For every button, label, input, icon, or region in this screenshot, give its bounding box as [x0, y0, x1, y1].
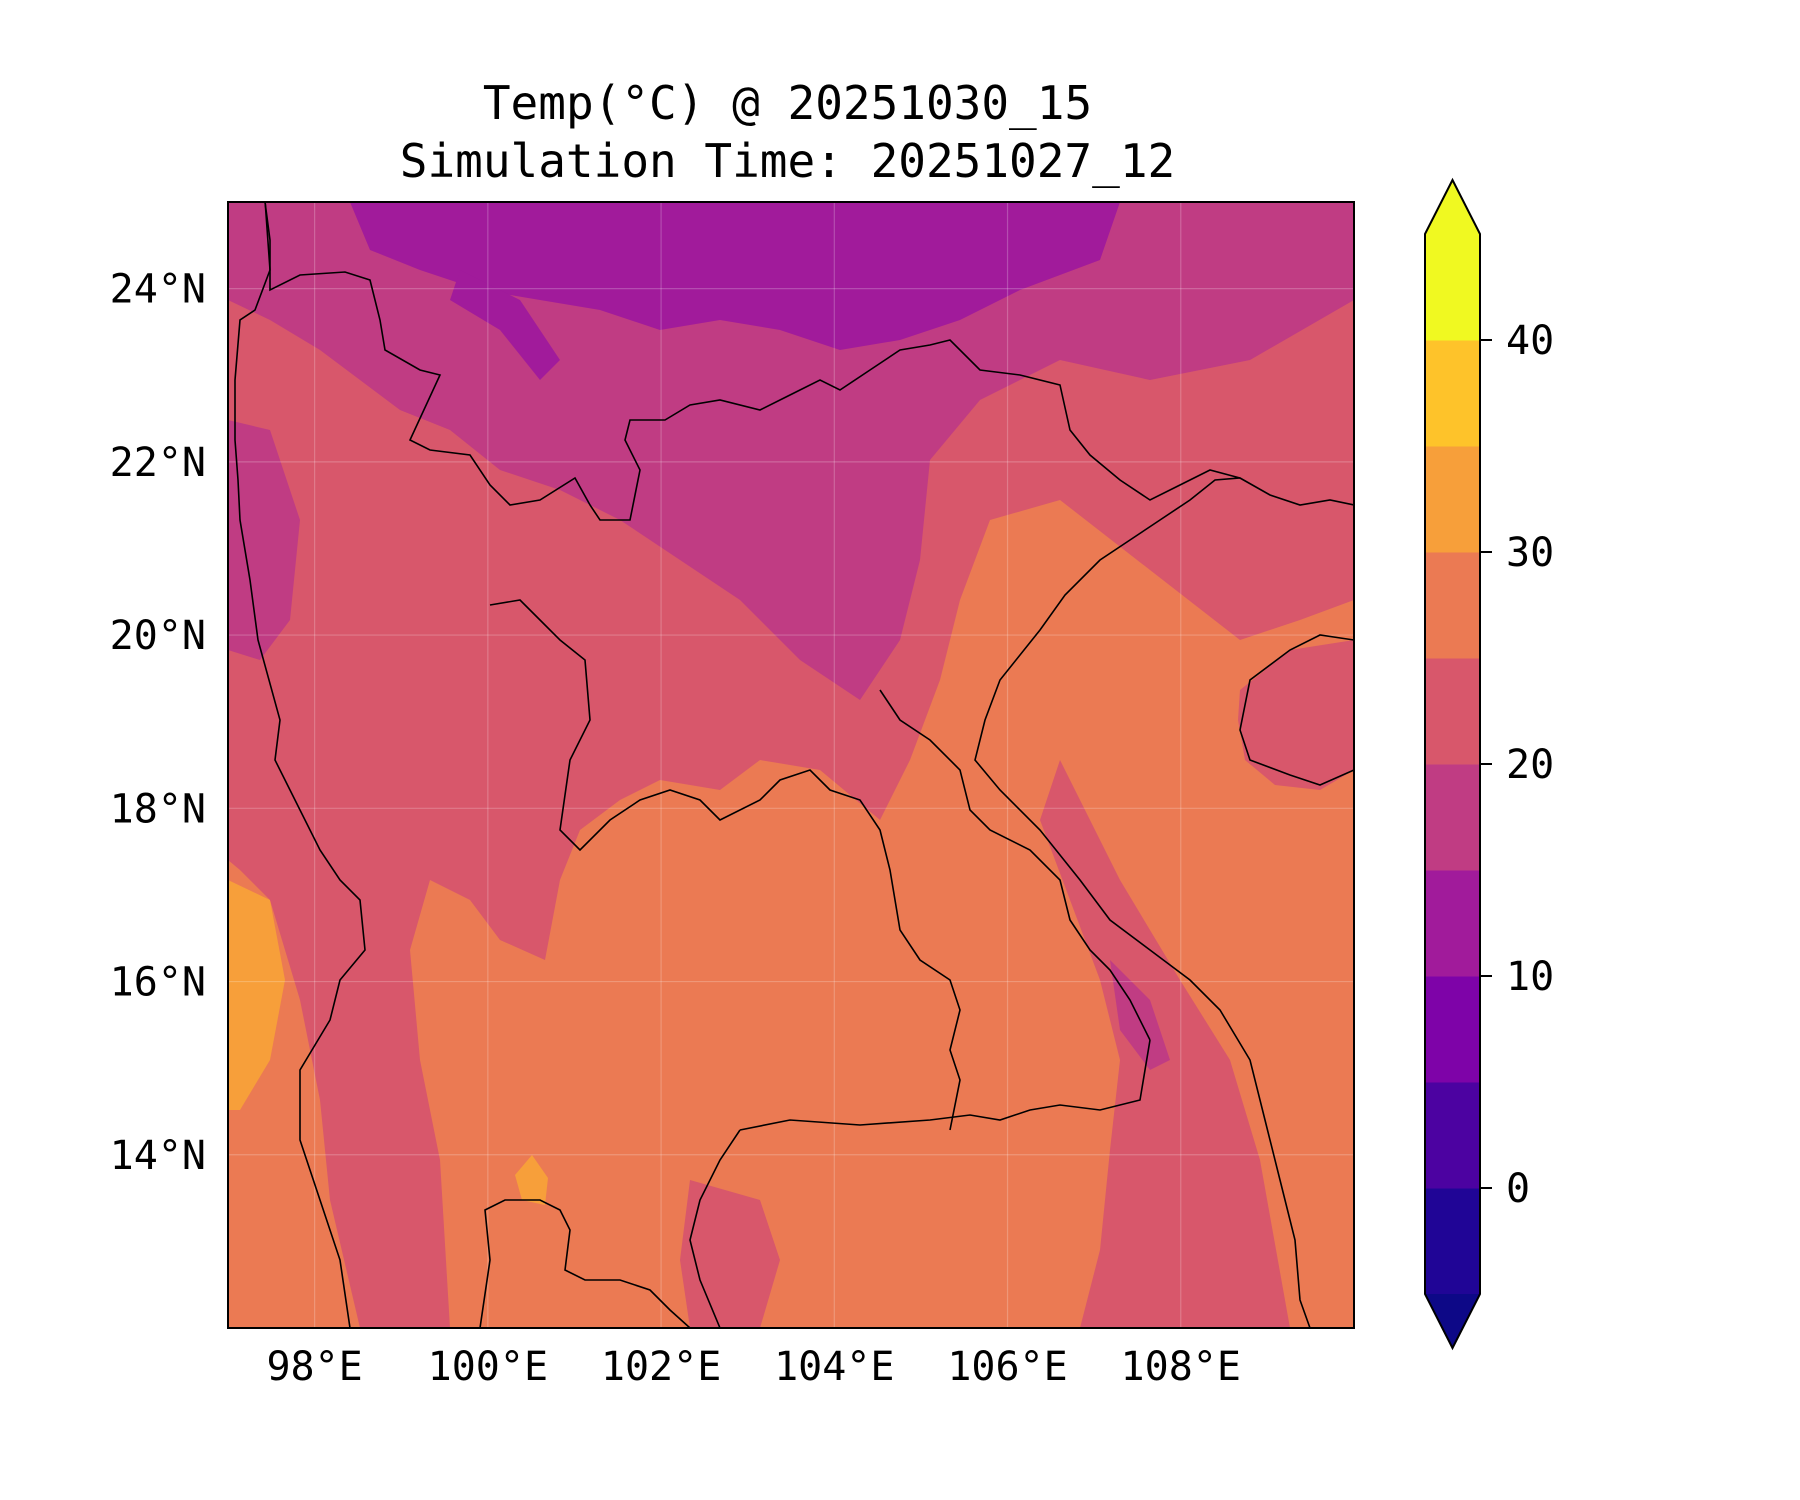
colorbar-band — [1425, 446, 1480, 553]
colorbar-band — [1425, 552, 1480, 659]
border-laos-vietnam — [879, 689, 1151, 1041]
field-andaman — [228, 880, 285, 1110]
colorbar-extend-max — [1425, 180, 1480, 234]
title-line-1: Temp(°C) @ 20251030_15 — [482, 76, 1093, 130]
map-frame — [227, 201, 1355, 1329]
map-boundaries — [234, 202, 1354, 1328]
y-tick-label: 22°N — [110, 440, 206, 486]
map-title: Temp(°C) @ 20251030_15 Simulation Time: … — [0, 74, 1575, 190]
colorbar-band — [1425, 658, 1480, 765]
border-myanmar-thailand — [234, 202, 366, 1328]
border-china — [264, 202, 1241, 521]
x-tick-label: 98°E — [266, 1344, 362, 1390]
colorbar-extend-min — [1425, 1294, 1480, 1348]
colorbar: 0 10 20 30 40 — [1424, 177, 1554, 1351]
field-annamite — [1040, 760, 1290, 1328]
y-tick-label: 20°N — [110, 613, 206, 659]
title-line-2: Simulation Time: 20251027_12 — [399, 134, 1176, 188]
border-cambodia — [689, 1039, 1151, 1328]
y-tick-label: 18°N — [110, 786, 206, 832]
coastline-vietnam — [974, 477, 1354, 1328]
y-axis: 14°N 16°N 18°N 20°N 22°N 24°N — [110, 267, 206, 1179]
colorbar-tick-label: 20 — [1506, 742, 1554, 788]
border-laos-thailand — [489, 599, 961, 1131]
field-cool-west — [228, 420, 300, 660]
temperature-map — [228, 202, 1354, 1328]
x-tick-label: 100°E — [428, 1344, 548, 1390]
field-mid — [228, 202, 1354, 1328]
colorbar-band — [1425, 1082, 1480, 1189]
y-tick-label: 16°N — [110, 960, 206, 1006]
field-cold — [350, 202, 1120, 350]
y-tick-label: 24°N — [110, 267, 206, 313]
x-tick-label: 104°E — [774, 1344, 894, 1390]
colorbar-band — [1425, 340, 1480, 447]
coastline-gulf — [479, 1199, 691, 1328]
x-tick-label: 102°E — [601, 1344, 721, 1390]
colorbar-band — [1425, 234, 1480, 341]
gridlines — [228, 202, 1354, 1328]
field-gulf-spot — [515, 1155, 548, 1205]
colorbar-band — [1425, 870, 1480, 977]
colorbar-band — [1425, 1188, 1480, 1295]
colorbar-band — [1425, 976, 1480, 1083]
field-hainan — [1238, 640, 1354, 790]
colorbar-band — [1425, 764, 1480, 871]
colorbar-tick-label: 30 — [1506, 530, 1554, 576]
coastline-hainan — [1239, 634, 1354, 786]
colorbar-tick-label: 40 — [1506, 318, 1554, 364]
x-tick-label: 108°E — [1121, 1344, 1241, 1390]
x-axis: 98°E 100°E 102°E 104°E 106°E 108°E — [266, 1344, 1241, 1390]
colorbar-tick-label: 10 — [1506, 954, 1554, 1000]
colorbar-tick-label: 0 — [1506, 1166, 1530, 1212]
y-tick-label: 14°N — [110, 1133, 206, 1179]
colorbar-outline — [1424, 177, 1481, 1351]
field-cool-annamite — [1110, 960, 1170, 1070]
field-cold-streak — [450, 270, 560, 380]
x-tick-label: 106°E — [947, 1344, 1067, 1390]
